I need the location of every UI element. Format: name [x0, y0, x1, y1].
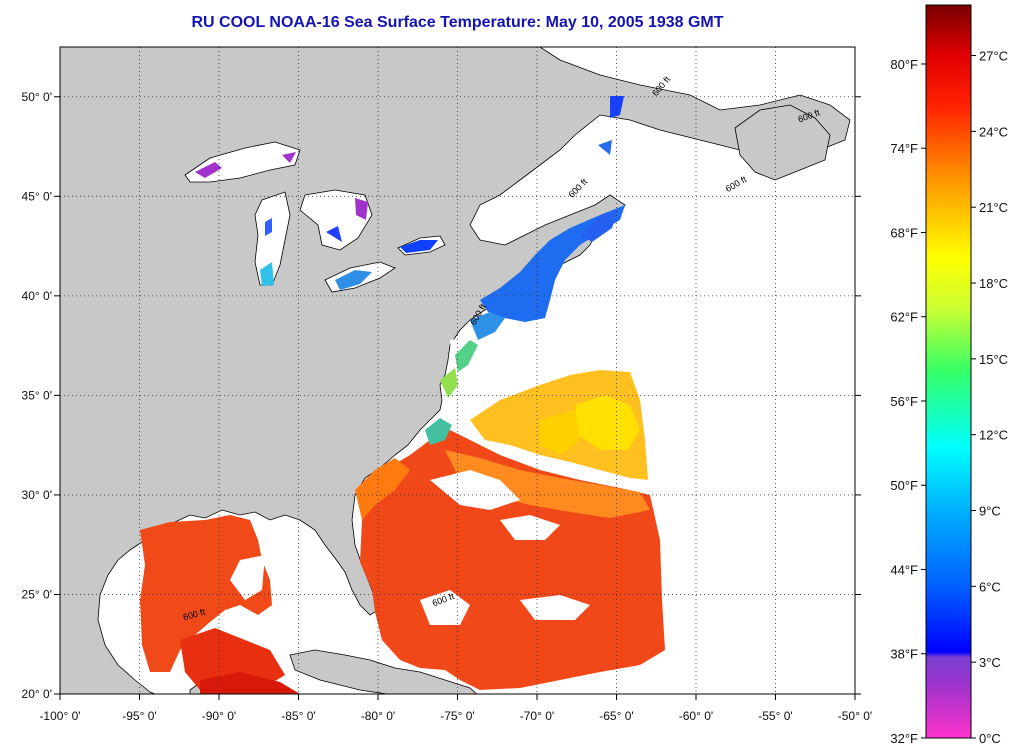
lat-tick-label: 30° 0': [22, 488, 52, 502]
colorbar-c-label: 21°C: [979, 200, 1008, 215]
colorbar-f-label: 62°F: [890, 310, 918, 325]
colorbar-f-label: 80°F: [890, 57, 918, 72]
lake-huron: [299, 189, 373, 251]
colorbar-f-label: 32°F: [890, 731, 918, 746]
lat-tick-label: 50° 0': [22, 90, 52, 104]
colorbar-labels: 0°C 3°C 6°C 9°C 12°C 15°C 18°C 21°C 24°C 27°C 32°F…: [890, 49, 1008, 746]
land-cuba: [289, 649, 478, 694]
lat-tick-label: 35° 0': [22, 388, 52, 402]
colorbar: [925, 4, 972, 739]
lat-tick-label: 40° 0': [22, 289, 52, 303]
map-axes: -100° 0' -95° 0' -90° 0' -85° 0' -80° 0' -75°…: [22, 90, 873, 723]
map-title: RU COOL NOAA-16 Sea Surface Temperature:…: [191, 14, 724, 31]
lon-tick-label: -65° 0': [599, 709, 633, 723]
lat-tick-label: 45° 0': [22, 189, 52, 203]
lon-tick-label: -75° 0': [440, 709, 474, 723]
map-frame: [59, 46, 856, 695]
colorbar-f-label: 68°F: [890, 225, 918, 240]
lon-tick-label: -90° 0': [202, 709, 236, 723]
colorbar-c-label: 12°C: [979, 428, 1008, 443]
colorbar-f-label: 38°F: [890, 647, 918, 662]
lon-tick-label: -95° 0': [122, 709, 156, 723]
colorbar-f-label: 44°F: [890, 562, 918, 577]
colorbar-f-label: 56°F: [890, 394, 918, 409]
colorbar-c-label: 27°C: [979, 49, 1008, 64]
colorbar-c-label: 24°C: [979, 124, 1008, 139]
lon-tick-label: -60° 0': [679, 709, 713, 723]
sst-gulf-of-mexico: [140, 515, 272, 672]
colorbar-c-label: 0°C: [979, 731, 1001, 746]
lon-tick-label: -80° 0': [361, 709, 395, 723]
colorbar-c-label: 18°C: [979, 276, 1008, 291]
land-newfoundland: [734, 104, 831, 181]
lon-tick-label: -85° 0': [281, 709, 315, 723]
lon-tick-label: -70° 0': [520, 709, 554, 723]
colorbar-c-label: 6°C: [979, 579, 1001, 594]
colorbar-c-label: 3°C: [979, 655, 1001, 670]
lat-tick-label: 25° 0': [22, 587, 52, 601]
lon-tick-label: -50° 0': [838, 709, 872, 723]
colorbar-f-label: 50°F: [890, 478, 918, 493]
great-lakes: [184, 141, 446, 293]
lon-tick-label: -100° 0': [39, 709, 80, 723]
lat-tick-label: 20° 0': [22, 687, 52, 701]
lon-tick-label: -55° 0': [758, 709, 792, 723]
colorbar-c-label: 15°C: [979, 352, 1008, 367]
colorbar-c-label: 9°C: [979, 504, 1001, 519]
colorbar-f-label: 74°F: [890, 141, 918, 156]
